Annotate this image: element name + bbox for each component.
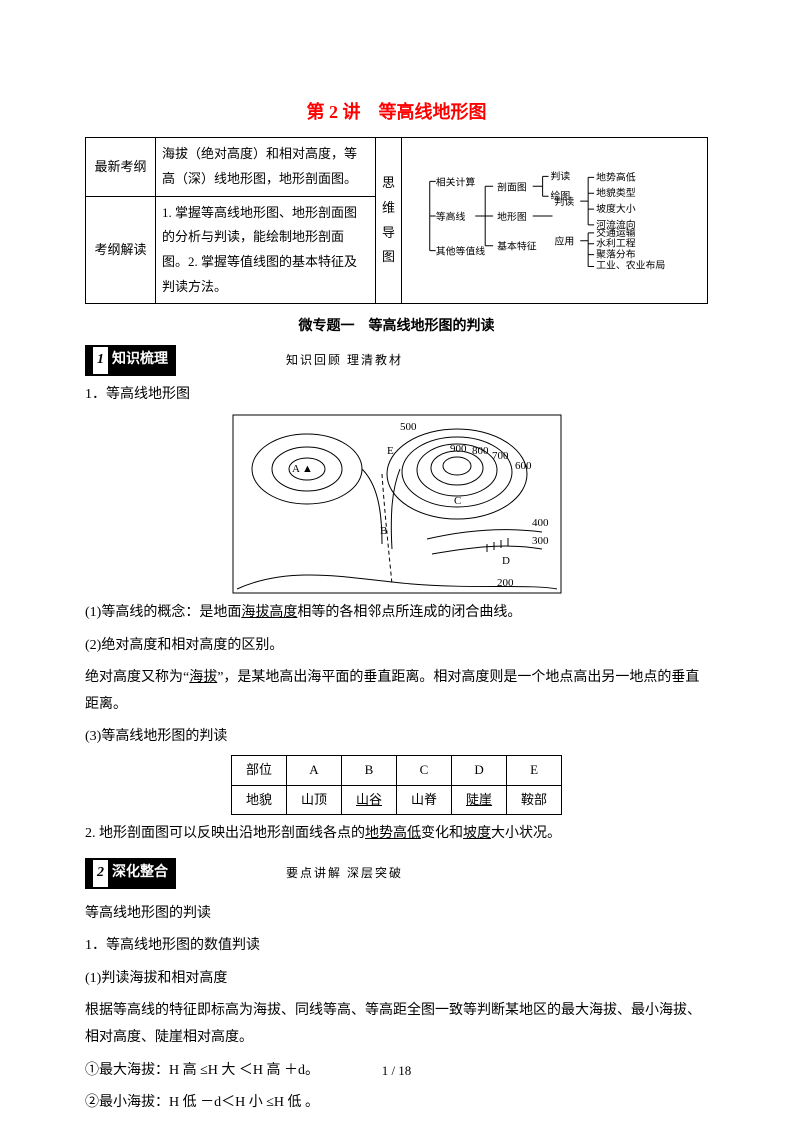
outline-row1-text: 海拔（绝对高度）和相对高度，等高（深）线地形图，地形剖面图。	[156, 138, 376, 196]
mm-root-b: 等高线	[436, 210, 466, 223]
p5-u2: 坡度	[463, 826, 491, 841]
section2-num: 2	[93, 860, 108, 887]
p1: (1)等高线的概念：是地面海拔高度相等的各相邻点所连成的闭合曲线。	[85, 600, 708, 627]
mm-mid-c: 基本特征	[497, 240, 537, 253]
contour-E: E	[387, 445, 394, 457]
contour-800: 800	[472, 445, 489, 457]
outline-table: 最新考纲 海拔（绝对高度）和相对高度，等高（深）线地形图，地形剖面图。 思维导图…	[85, 137, 708, 304]
dt-r1: 山顶	[286, 785, 341, 815]
p5-b: 大小状况。	[491, 826, 561, 841]
contour-figure: ▲ A B C D E 500 600 700 800 900 400 300 …	[232, 414, 562, 594]
section2-row: 2 深化整合 要点讲解 深层突破	[85, 858, 708, 889]
dt-r4-u: 陡崖	[466, 792, 492, 807]
contour-A: A	[292, 463, 300, 475]
section1-row: 1 知识梳理 知识回顾 理清教材	[85, 345, 708, 376]
p2: (2)绝对高度和相对高度的区别。	[85, 633, 708, 660]
outline-vert-label: 思维导图	[376, 138, 402, 304]
mm-root-a: 相关计算	[436, 176, 476, 189]
data-table: 部位 A B C D E 地貌 山顶 山谷 山脊 陡崖 鞍部	[231, 755, 562, 815]
micro-topic: 微专题一 等高线地形图的判读	[85, 314, 708, 341]
p3-u: 海拔	[189, 670, 217, 685]
mm-root-c: 其他等值线	[436, 245, 486, 258]
contour-600: 600	[515, 460, 532, 472]
mm-leaf-top1: 判读	[551, 170, 571, 183]
section1-sub: 知识回顾 理清教材	[286, 349, 403, 372]
p3-a: 绝对高度又称为“	[85, 670, 189, 685]
mm-leaf-mid: 判读	[555, 196, 575, 209]
dt-r2: 山谷	[341, 785, 396, 815]
mm-r1: 地势高低	[596, 171, 636, 184]
s2-5: ②最小海拔：H 低 －d＜H 小 ≤H 低 。	[85, 1090, 708, 1117]
dt-h4: D	[452, 756, 507, 786]
mindmap-svg: 相关计算 等高线 其他等值线 剖面图 地形图 基本特征 判读 绘图	[406, 161, 703, 271]
p1-b: 相等的各相邻点所连成的闭合曲线。	[297, 605, 521, 620]
data-table-header-row: 部位 A B C D E	[231, 756, 561, 786]
p5-mid: 变化和	[421, 826, 463, 841]
mm-mid-a: 剖面图	[497, 181, 527, 194]
mm-mid-b: 地形图	[497, 210, 527, 223]
mm-leaf-app: 应用	[555, 235, 575, 248]
page-number: 1 / 18	[0, 1059, 793, 1084]
mm-a4: 工业、农业布局	[596, 259, 665, 272]
dt-h3: C	[397, 756, 452, 786]
p5: 2. 地形剖面图可以反映出沿地形剖面线各点的地势高低变化和坡度大小状况。	[85, 821, 708, 848]
contour-300: 300	[532, 535, 549, 547]
contour-700: 700	[492, 450, 509, 462]
h1: 1．等高线地形图	[85, 382, 708, 409]
dt-h1: A	[286, 756, 341, 786]
dt-r5: 鞍部	[507, 785, 562, 815]
contour-label-A: ▲	[302, 463, 313, 475]
section2-sub: 要点讲解 深层突破	[286, 862, 403, 885]
mm-a3: 聚落分布	[596, 249, 636, 261]
dt-r3: 山脊	[397, 785, 452, 815]
mindmap-cell: 相关计算 等高线 其他等值线 剖面图 地形图 基本特征 判读 绘图	[402, 138, 708, 304]
section2-title: 深化整合	[112, 860, 168, 887]
mm-r2: 地貌类型	[596, 187, 636, 200]
mm-a1: 交通运输	[596, 226, 636, 239]
outline-row2-label: 考纲解读	[86, 196, 156, 304]
section1-badge: 1 知识梳理	[85, 345, 176, 376]
dt-h5: E	[507, 756, 562, 786]
page-title: 第 2 讲 等高线地形图	[85, 95, 708, 129]
dt-h0: 部位	[231, 756, 286, 786]
mm-r3: 坡度大小	[596, 202, 636, 215]
dt-r2-u: 山谷	[356, 792, 382, 807]
p1-u: 海拔高度	[241, 605, 297, 620]
p3: 绝对高度又称为“海拔”，是某地高出海平面的垂直距离。相对高度则是一个地点高出另一…	[85, 665, 708, 718]
contour-400: 400	[532, 517, 549, 529]
section1-title: 知识梳理	[112, 347, 168, 374]
contour-D: D	[502, 555, 510, 567]
p5-u1: 地势高低	[365, 826, 421, 841]
p4: (3)等高线地形图的判读	[85, 724, 708, 751]
s2-h: 等高线地形图的判读	[85, 901, 708, 928]
s2-2: (1)判读海拔和相对高度	[85, 966, 708, 993]
p1-a: (1)等高线的概念：是地面	[85, 605, 241, 620]
p5-a: 2. 地形剖面图可以反映出沿地形剖面线各点的	[85, 826, 365, 841]
contour-B: B	[380, 525, 387, 537]
contour-200: 200	[497, 577, 514, 589]
s2-3: 根据等高线的特征即标高为海拔、同线等高、等高距全图一致等判断某地区的最大海拔、最…	[85, 998, 708, 1051]
contour-C: C	[454, 495, 461, 507]
dt-r0: 地貌	[231, 785, 286, 815]
outline-row1-label: 最新考纲	[86, 138, 156, 196]
contour-500: 500	[400, 421, 417, 433]
s2-1: 1．等高线地形图的数值判读	[85, 933, 708, 960]
data-table-row: 地貌 山顶 山谷 山脊 陡崖 鞍部	[231, 785, 561, 815]
contour-900: 900	[450, 443, 467, 455]
dt-r4: 陡崖	[452, 785, 507, 815]
outline-row2-text: 1. 掌握等高线地形图、地形剖面图的分析与判读，能绘制地形剖面图。2. 掌握等值…	[156, 196, 376, 304]
mm-a2: 水利工程	[596, 238, 636, 250]
section1-num: 1	[93, 347, 108, 374]
section2-badge: 2 深化整合	[85, 858, 176, 889]
dt-h2: B	[341, 756, 396, 786]
